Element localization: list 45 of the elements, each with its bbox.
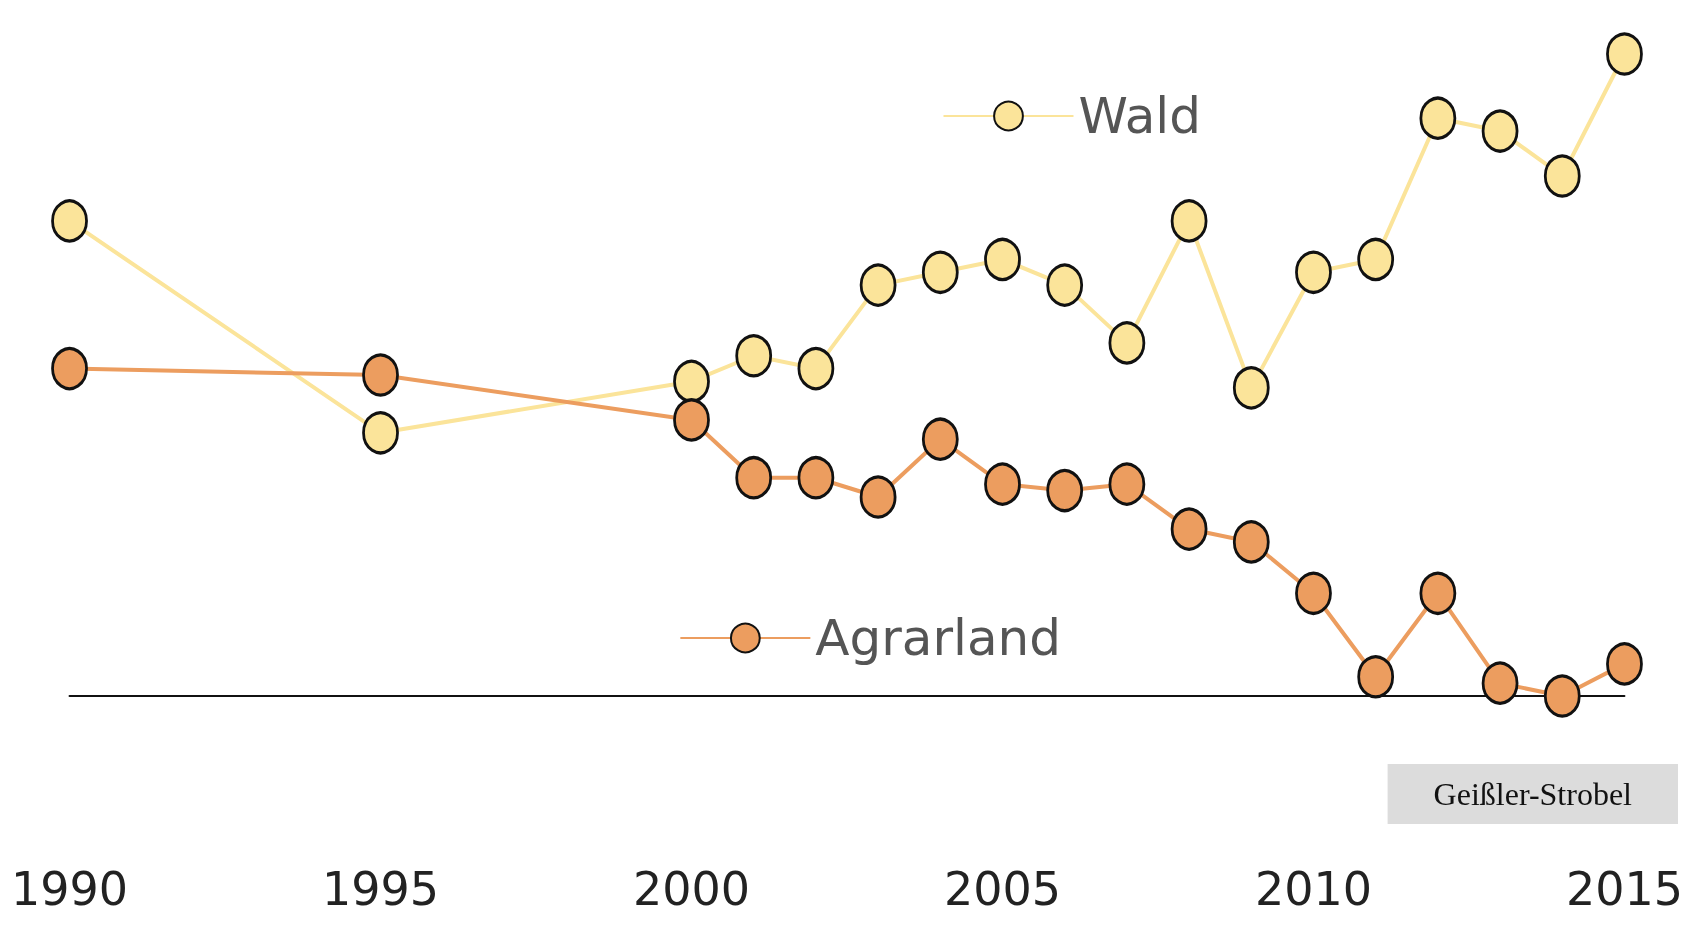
point [1606, 642, 1643, 686]
point [1046, 263, 1084, 307]
x-tick-label: 2005 [943, 862, 1062, 916]
point [1419, 96, 1457, 140]
x-tick-label: 1995 [321, 862, 440, 916]
point [735, 334, 773, 378]
point [1419, 571, 1457, 615]
point [1295, 571, 1332, 615]
point [859, 475, 897, 519]
point [1357, 655, 1395, 699]
point [1357, 237, 1395, 281]
point [921, 417, 959, 461]
point [1543, 674, 1581, 718]
point [362, 353, 400, 397]
point [1170, 507, 1208, 551]
legend-label: Agrarland [815, 609, 1061, 667]
point [362, 411, 400, 455]
point [1543, 154, 1581, 198]
point [1481, 661, 1519, 705]
x-tick-label: 2010 [1254, 862, 1373, 916]
point [984, 237, 1021, 281]
point [1481, 109, 1519, 153]
point [1606, 32, 1643, 76]
point [51, 199, 89, 243]
x-tick-label: 2000 [632, 862, 751, 916]
point [51, 347, 89, 391]
x-tick-label: 2015 [1565, 862, 1684, 916]
point [859, 263, 897, 307]
text: Geißler-Strobel [1433, 776, 1633, 812]
point [984, 462, 1021, 506]
point [1232, 520, 1270, 564]
point [1295, 250, 1332, 294]
point [1046, 469, 1084, 513]
point [797, 347, 835, 391]
point [1108, 462, 1146, 506]
legend-label: Wald [1078, 87, 1202, 145]
point [797, 456, 835, 500]
x-tick-label: 1990 [10, 862, 129, 916]
point [1170, 199, 1208, 243]
point [1232, 366, 1270, 410]
point [921, 250, 959, 294]
point [673, 359, 711, 403]
point [673, 398, 711, 442]
point [1108, 321, 1146, 365]
point [735, 456, 773, 500]
